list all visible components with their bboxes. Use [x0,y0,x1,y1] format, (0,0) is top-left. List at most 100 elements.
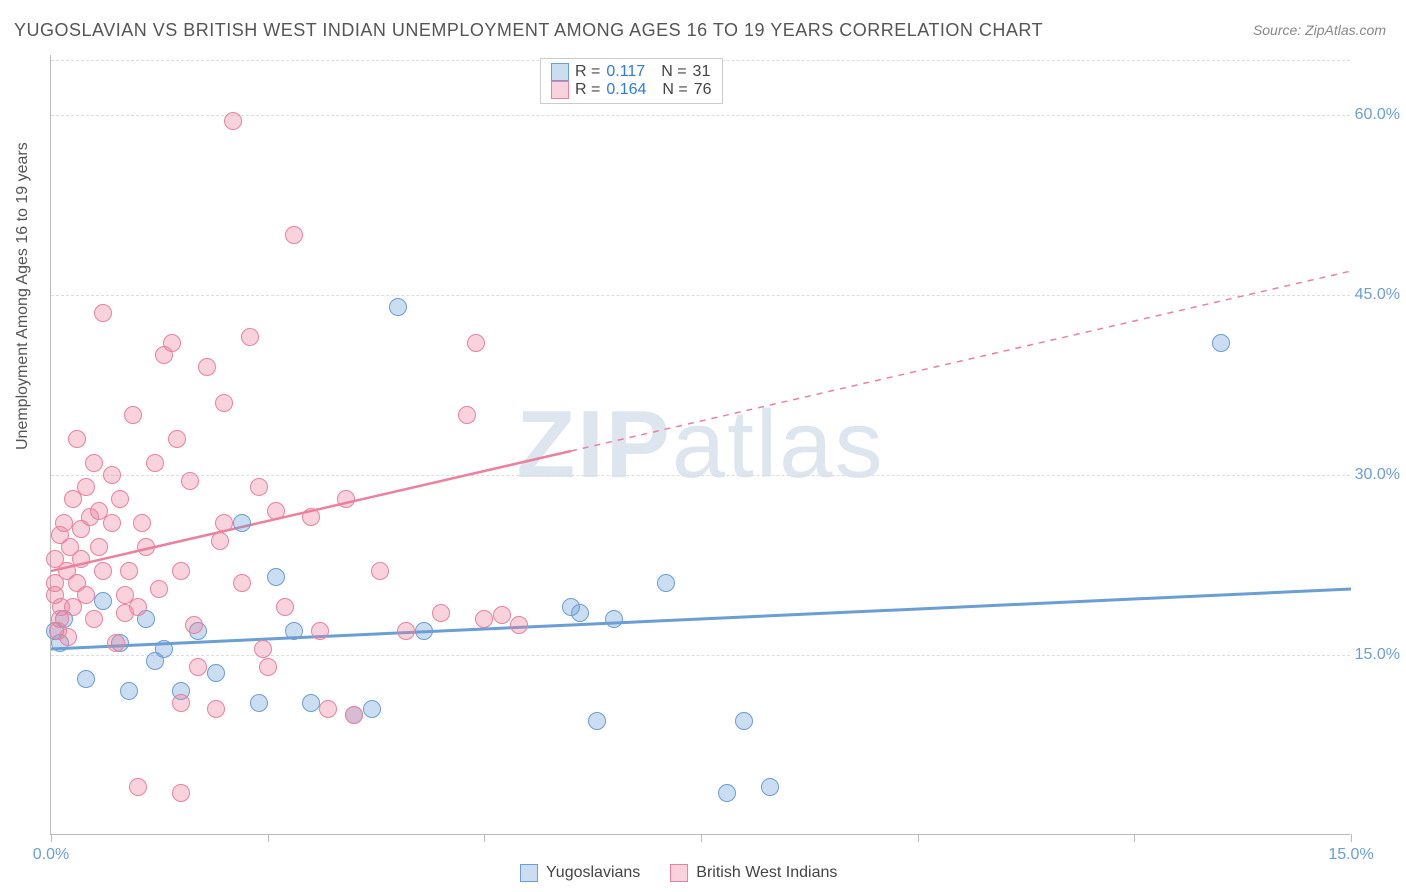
data-point [254,640,272,658]
data-point [302,694,320,712]
data-point [172,562,190,580]
x-tick [1351,834,1352,842]
data-point [172,694,190,712]
data-point [181,472,199,490]
data-point [129,778,147,796]
legend-series-name: Yugoslavians [546,864,640,882]
legend-swatch [551,63,569,81]
data-point [103,466,121,484]
data-point [77,670,95,688]
legend-swatch [551,81,569,99]
data-point [55,514,73,532]
data-point [475,610,493,628]
data-point [211,532,229,550]
legend-r-value: 0.117 [606,63,645,81]
data-point [124,406,142,424]
y-tick-label: 60.0% [1355,106,1400,124]
x-tick-label: 15.0% [1328,846,1373,864]
data-point [259,658,277,676]
data-point [137,538,155,556]
data-point [155,640,173,658]
data-point [185,616,203,634]
data-point [718,784,736,802]
data-point [68,430,86,448]
data-point [111,490,129,508]
data-point [77,586,95,604]
data-point [150,580,168,598]
data-point [85,610,103,628]
data-point [415,622,433,640]
data-point [146,454,164,472]
legend-r-value: 0.164 [606,81,646,99]
watermark: ZIPatlas [516,390,884,500]
data-point [337,490,355,508]
data-point [345,706,363,724]
data-point [207,664,225,682]
data-point [285,622,303,640]
data-point [207,700,225,718]
plot-area: ZIPatlas 15.0%30.0%45.0%60.0%0.0%15.0% [50,55,1350,835]
data-point [389,298,407,316]
legend-item: British West Indians [670,864,837,882]
data-point [90,538,108,556]
data-point [133,514,151,532]
data-point [94,562,112,580]
data-point [233,574,251,592]
data-point [371,562,389,580]
gridline [51,295,1350,296]
legend-row: R = 0.164N = 76 [551,81,712,99]
trendlines [51,55,1351,835]
data-point [172,784,190,802]
data-point [276,598,294,616]
data-point [761,778,779,796]
y-tick-label: 45.0% [1355,286,1400,304]
data-point [493,606,511,624]
data-point [189,658,207,676]
chart-container: YUGOSLAVIAN VS BRITISH WEST INDIAN UNEMP… [0,0,1406,892]
gridline [51,475,1350,476]
data-point [224,112,242,130]
y-tick-label: 30.0% [1355,466,1400,484]
legend-n-value: 31 [693,63,711,81]
legend-n-label: N = [662,81,687,99]
data-point [735,712,753,730]
data-point [215,514,233,532]
legend-r-label: R = [575,63,600,81]
legend-swatch [520,864,538,882]
data-point [267,502,285,520]
data-point [397,622,415,640]
data-point [319,700,337,718]
x-tick [268,834,269,842]
data-point [458,406,476,424]
data-point [107,634,125,652]
data-point [72,520,90,538]
data-point [77,478,95,496]
y-tick-label: 15.0% [1355,646,1400,664]
x-tick [701,834,702,842]
legend-swatch [670,864,688,882]
legend-n-value: 76 [694,81,712,99]
data-point [605,610,623,628]
data-point [363,700,381,718]
data-point [116,604,134,622]
data-point [571,604,589,622]
data-point [588,712,606,730]
legend-correlation: R = 0.117N = 31R = 0.164N = 76 [540,58,723,104]
data-point [250,478,268,496]
gridline [51,115,1350,116]
x-tick-label: 0.0% [33,846,69,864]
y-axis-label: Unemployment Among Ages 16 to 19 years [14,142,32,450]
data-point [72,550,90,568]
data-point [467,334,485,352]
data-point [94,304,112,322]
data-point [120,562,138,580]
data-point [198,358,216,376]
data-point [267,568,285,586]
source-label: Source: ZipAtlas.com [1253,22,1386,38]
data-point [1212,334,1230,352]
data-point [510,616,528,634]
x-tick [51,834,52,842]
data-point [432,604,450,622]
data-point [168,430,186,448]
data-point [285,226,303,244]
